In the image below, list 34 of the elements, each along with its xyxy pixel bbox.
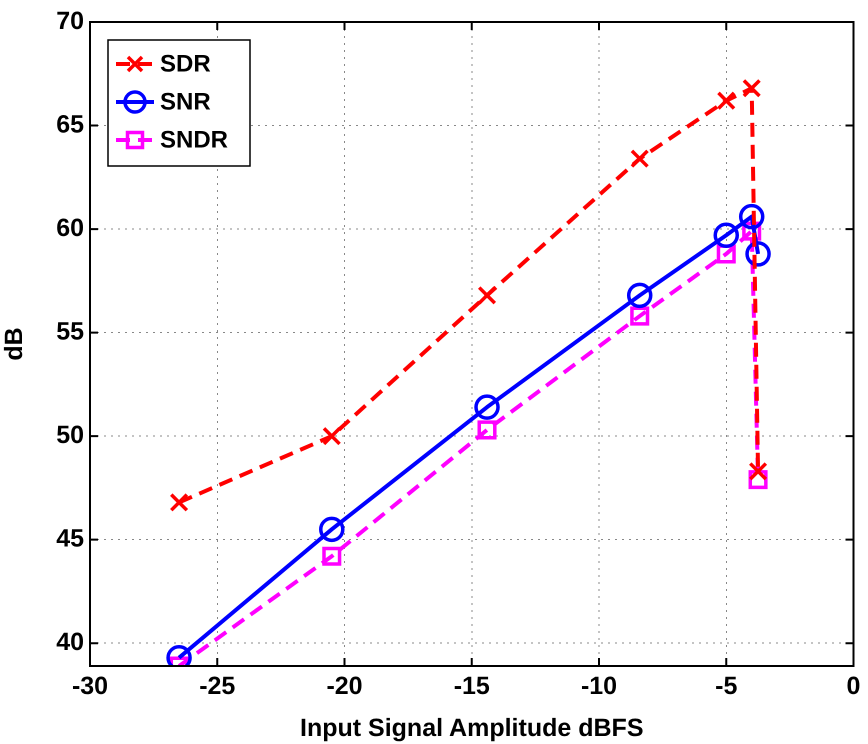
x-tick-label: -15: [454, 672, 490, 700]
x-tick-label: -5: [715, 672, 738, 700]
point: [738, 204, 764, 230]
y-tick-label: 60: [56, 214, 84, 242]
x-tick-label: -30: [72, 672, 108, 700]
point: [170, 492, 189, 512]
x-tick-label: 0: [846, 672, 860, 700]
x-tick-label: -10: [580, 672, 618, 700]
point: [477, 286, 497, 305]
legend-label: SDR: [160, 50, 211, 78]
point: [630, 149, 650, 168]
x-tick-label: -25: [199, 672, 236, 700]
x-tick-label: -20: [326, 672, 363, 700]
point: [714, 222, 739, 248]
point: [474, 394, 500, 420]
point: [626, 282, 652, 308]
legend-label: SNDR: [160, 126, 228, 154]
y-tick-label: 65: [56, 110, 84, 138]
y-tick-label: 55: [56, 318, 84, 346]
y-tick-label: 50: [56, 421, 84, 450]
point: [322, 426, 342, 446]
y-tick-label: 70: [56, 6, 84, 35]
point: [748, 462, 768, 481]
x-axis-title: Input Signal Amplitude dBFS: [300, 714, 644, 742]
y-tick-label: 40: [56, 628, 84, 656]
y-axis-title: dB: [0, 327, 28, 361]
point: [742, 78, 762, 98]
point: [477, 420, 497, 440]
point: [322, 546, 342, 566]
y-tick-label: 45: [56, 524, 84, 553]
point: [716, 91, 736, 110]
point: [630, 306, 650, 326]
legend-label: SNR: [160, 88, 211, 116]
point: [319, 516, 345, 542]
